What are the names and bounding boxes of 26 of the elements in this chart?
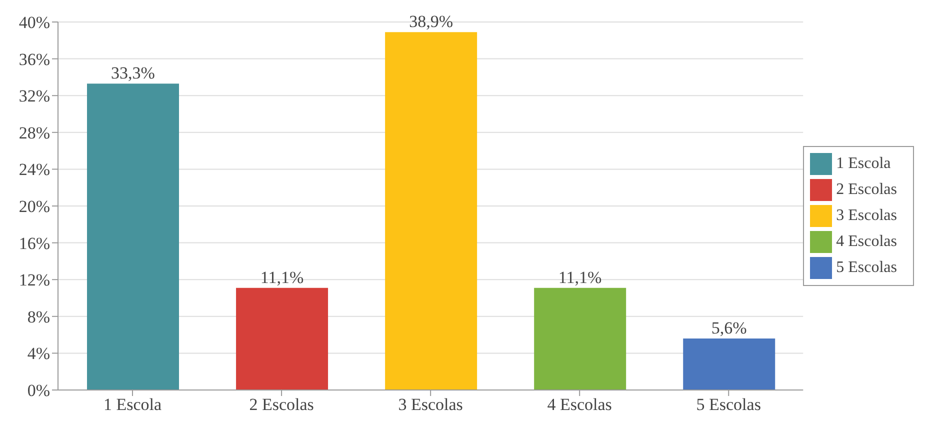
y-tick-label: 16% — [18, 234, 50, 253]
data-label: 11,1% — [558, 268, 602, 287]
legend-label: 2 Escolas — [836, 181, 897, 198]
y-tick-label: 40% — [18, 13, 50, 32]
y-tick-label: 4% — [27, 344, 50, 364]
y-tick-label: 20% — [18, 197, 50, 216]
x-tick-label: 1 Escola — [103, 395, 162, 414]
x-tick-label: 2 Escolas — [249, 395, 314, 414]
y-tick-label: 8% — [27, 307, 50, 326]
y-tick-label: 32% — [18, 86, 50, 106]
y-tick-label: 0% — [27, 381, 50, 400]
legend-label: 3 Escolas — [836, 207, 897, 224]
y-tick-label: 24% — [18, 160, 50, 180]
legend-label: 1 Escola — [836, 155, 891, 172]
data-label: 38,9% — [409, 12, 454, 32]
legend-label: 5 Escolas — [836, 259, 897, 276]
x-tick-label: 5 Escolas — [696, 395, 761, 414]
data-label: 11,1% — [260, 268, 304, 287]
data-label: 33,3% — [111, 64, 155, 83]
data-label: 5,6% — [711, 318, 747, 338]
y-tick-label: 28% — [18, 123, 50, 142]
legend-label: 4 Escolas — [836, 233, 897, 250]
x-tick-label: 4 Escolas — [547, 395, 612, 414]
y-tick-label: 36% — [18, 50, 50, 69]
x-tick-label: 3 Escolas — [398, 395, 463, 414]
y-tick-label: 12% — [18, 270, 50, 290]
